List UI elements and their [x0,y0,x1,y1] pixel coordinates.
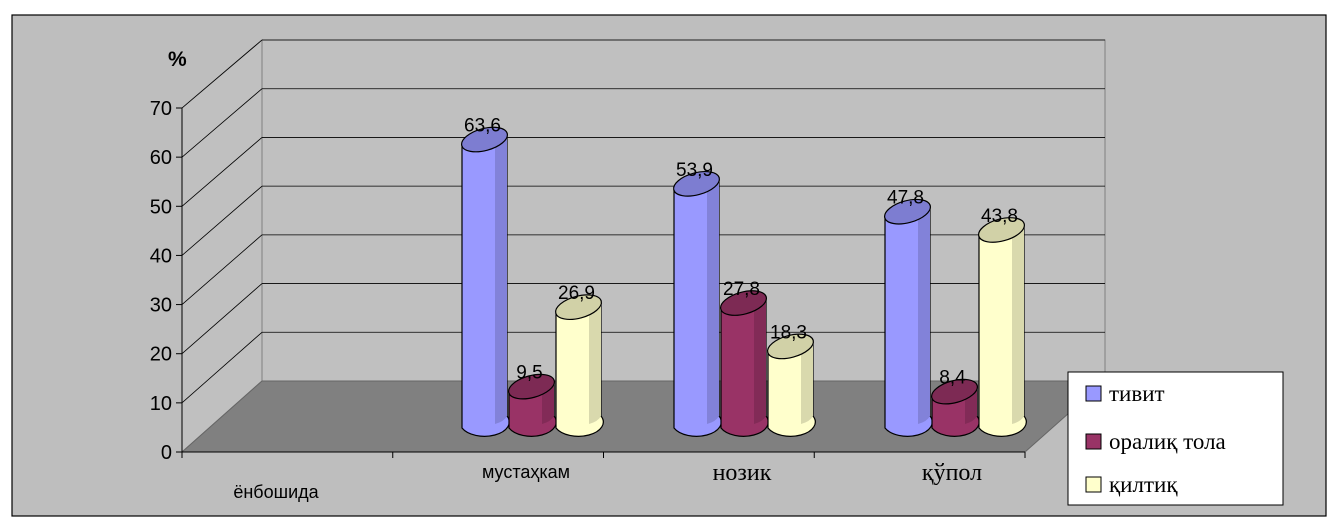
bar-shade [707,177,719,424]
legend-label: қилтиқ [1109,472,1178,497]
gridline-side [181,39,263,109]
data-label: 63,6 [464,116,501,137]
data-label: 18,3 [770,322,807,343]
data-label: 8,4 [939,368,966,389]
bar-shade [918,205,930,424]
legend-label: тивит [1109,381,1165,406]
y-tick-label: 0 [161,442,172,464]
gridline-side [181,234,263,305]
legend: тивит оралиқ тола қилтиқ [1067,371,1284,506]
data-label: 47,8 [887,188,924,209]
bar-shade [1012,223,1024,424]
x-tick-label: ёнбошида [233,482,319,502]
bar: 18,3 [767,322,816,437]
bar-top [884,198,931,225]
bar-shade [589,301,601,424]
y-tick-label: 60 [150,147,172,169]
bar-top [720,290,767,316]
x-tick-label: қўпол [922,460,982,486]
legend-item: тивит [1085,381,1165,406]
legend-label: оралиқ тола [1109,429,1226,454]
legend-swatch [1085,433,1102,450]
legend-item: оралиқ тола [1085,429,1226,454]
bar: 26,9 [555,283,604,437]
bar: 27,8 [720,279,769,437]
data-label: 43,8 [981,206,1018,227]
gridline-side [181,331,263,404]
side-wall [181,38,263,454]
y-axis-title: % [168,48,187,71]
bar: 9,5 [508,363,557,437]
data-label: 27,8 [723,279,760,300]
bar-shade [801,340,813,424]
legend-swatch [1085,385,1102,402]
data-label: 26,9 [558,283,595,304]
bar: 43,8 [978,206,1027,437]
bar-shade [495,133,507,424]
bar: 53,9 [673,160,722,437]
y-tick-label: 10 [150,393,172,415]
legend-frame [1067,371,1284,506]
bar-top [555,294,602,320]
bar-top [978,217,1025,243]
x-tick-label: нозик [713,460,772,486]
data-label: 53,9 [676,160,713,181]
bar-shade [754,297,766,424]
y-tick-label: 50 [150,196,172,218]
gridline-side [181,88,263,158]
bar-top [508,373,555,400]
bar: 8,4 [931,368,980,437]
data-label: 9,5 [516,363,542,384]
legend-item: қилтиқ [1085,472,1178,497]
bar: 63,6 [461,116,510,437]
y-tick-label: 30 [150,295,172,317]
bar-top [673,171,720,197]
gridline-side [181,283,263,355]
y-tick-label: 20 [150,344,172,366]
bar-top [931,378,978,405]
gridline-side [181,185,263,256]
bar-top [767,333,814,360]
gridline-side [181,137,263,207]
y-tick-label: 40 [150,245,172,267]
legend-swatch [1085,476,1102,493]
x-tick-label: мустаҳкам [482,462,570,482]
y-tick-label: 70 [150,98,172,120]
bar-top [461,126,508,153]
bar: 47,8 [884,188,933,437]
